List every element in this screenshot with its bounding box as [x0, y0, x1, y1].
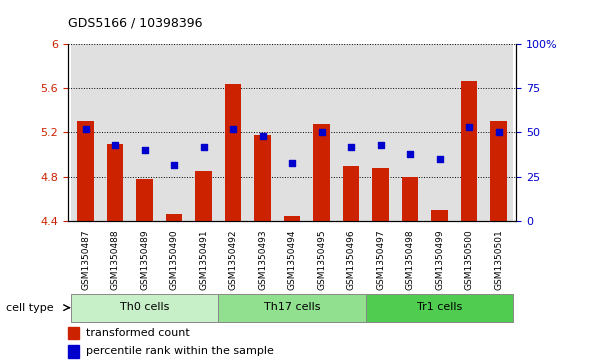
Point	[494, 130, 503, 135]
Point	[346, 144, 356, 150]
Bar	[189, 44, 218, 221]
Point	[81, 126, 90, 132]
Bar	[336, 44, 366, 221]
Bar	[277, 44, 307, 221]
Bar	[136, 179, 153, 221]
Bar	[284, 216, 300, 221]
Bar	[159, 44, 189, 221]
Point	[405, 151, 415, 157]
Point	[199, 144, 208, 150]
Text: Th17 cells: Th17 cells	[264, 302, 320, 312]
Point	[140, 147, 149, 153]
Bar	[107, 144, 123, 221]
Text: transformed count: transformed count	[86, 328, 189, 338]
Bar	[343, 166, 359, 221]
Text: percentile rank within the sample: percentile rank within the sample	[86, 346, 274, 356]
Text: cell type: cell type	[6, 303, 54, 313]
FancyBboxPatch shape	[218, 294, 366, 322]
Bar	[130, 44, 159, 221]
Point	[287, 160, 297, 166]
Bar	[166, 214, 182, 221]
FancyBboxPatch shape	[71, 294, 218, 322]
Bar	[372, 168, 389, 221]
Bar	[68, 345, 79, 358]
Bar	[68, 327, 79, 339]
Bar	[431, 210, 448, 221]
Bar	[77, 121, 94, 221]
FancyBboxPatch shape	[366, 294, 513, 322]
Bar	[454, 44, 484, 221]
Point	[317, 130, 326, 135]
Bar	[225, 83, 241, 221]
Bar	[313, 123, 330, 221]
Text: Tr1 cells: Tr1 cells	[417, 302, 462, 312]
Point	[169, 162, 179, 167]
Bar	[71, 44, 100, 221]
Point	[376, 142, 385, 148]
Point	[435, 156, 444, 162]
Bar	[461, 81, 477, 221]
Bar	[490, 121, 507, 221]
Point	[228, 126, 238, 132]
Point	[110, 142, 120, 148]
Bar	[100, 44, 130, 221]
Bar	[484, 44, 513, 221]
Bar	[402, 177, 418, 221]
Bar	[366, 44, 395, 221]
Bar	[218, 44, 248, 221]
Bar	[425, 44, 454, 221]
Text: GDS5166 / 10398396: GDS5166 / 10398396	[68, 16, 202, 29]
Bar	[195, 171, 212, 221]
Bar	[395, 44, 425, 221]
Bar	[307, 44, 336, 221]
Text: Th0 cells: Th0 cells	[120, 302, 169, 312]
Point	[464, 124, 474, 130]
Bar	[254, 135, 271, 221]
Bar	[248, 44, 277, 221]
Point	[258, 133, 267, 139]
